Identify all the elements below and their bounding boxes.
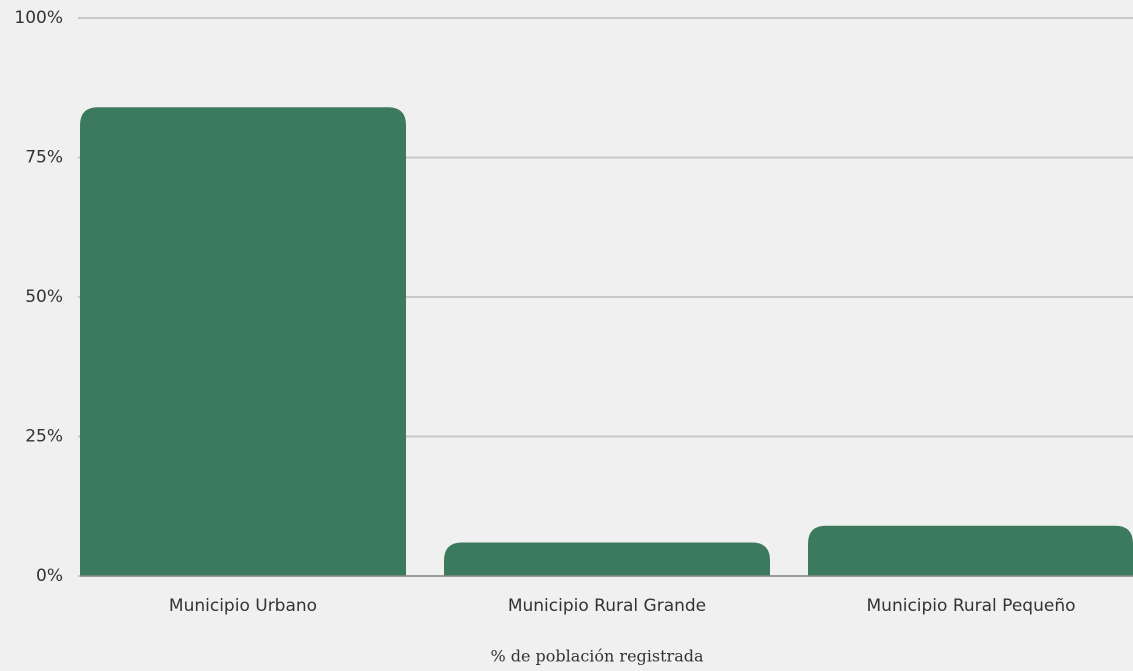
x-tick-label: Municipio Rural Pequeño bbox=[867, 596, 1076, 616]
y-tick-label: 50% bbox=[25, 287, 63, 307]
bar bbox=[444, 542, 770, 576]
y-tick-label: 75% bbox=[25, 148, 63, 168]
bar bbox=[808, 525, 1133, 576]
y-tick-label: 25% bbox=[25, 427, 63, 447]
bar bbox=[80, 107, 406, 576]
x-tick-label: Municipio Rural Grande bbox=[508, 596, 706, 616]
x-axis-label: % de población registrada bbox=[490, 647, 704, 666]
y-tick-label: 100% bbox=[14, 8, 63, 28]
y-tick-label: 0% bbox=[36, 566, 63, 586]
x-tick-label: Municipio Urbano bbox=[169, 596, 317, 616]
